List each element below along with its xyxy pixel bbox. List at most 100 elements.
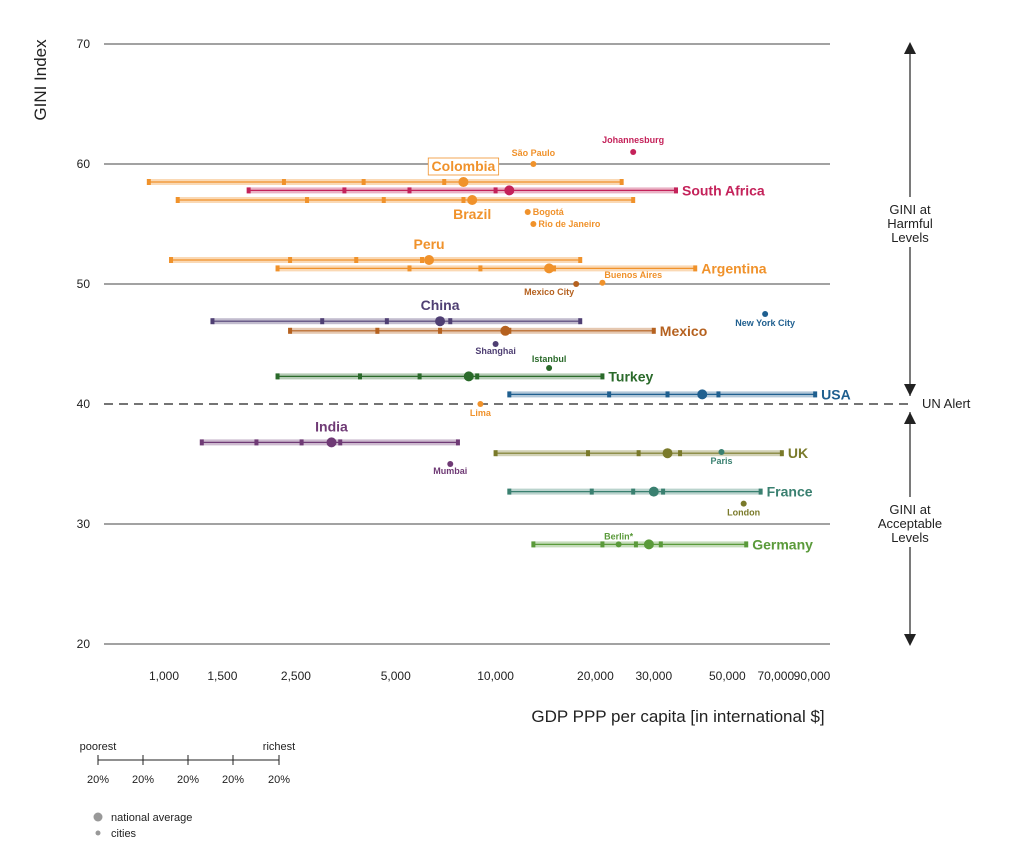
argentina-quintile-2 bbox=[407, 265, 412, 272]
new-york-city-label: New York City bbox=[735, 318, 795, 328]
london-label: London bbox=[727, 508, 760, 518]
turkey-quintile-1 bbox=[275, 373, 280, 380]
bogot-marker bbox=[524, 209, 531, 215]
x-tick-90000: 90,000 bbox=[794, 669, 831, 683]
usa-quintile-5 bbox=[813, 391, 818, 398]
brazil-quintile-4 bbox=[461, 197, 466, 203]
colombia-quintile-4 bbox=[442, 179, 447, 185]
usa-quintile-1 bbox=[507, 391, 512, 398]
brazil-quintile-2 bbox=[305, 197, 310, 203]
x-tick-10000: 10,000 bbox=[477, 669, 514, 683]
usa-national-average bbox=[697, 389, 708, 400]
x-axis-title: GDP PPP per capita [in international $] bbox=[531, 707, 824, 726]
uk-quintile-4 bbox=[678, 450, 683, 457]
city-s-o-paulo: São Paulo bbox=[512, 148, 556, 167]
colombia-quintile-3 bbox=[361, 179, 366, 185]
un-alert-line: UN Alert bbox=[104, 396, 971, 411]
france-quintile-5 bbox=[758, 488, 763, 495]
rio-de-janeiro-marker bbox=[530, 221, 537, 227]
legend-cities-label: cities bbox=[111, 828, 137, 840]
germany-quintile-1 bbox=[531, 541, 536, 548]
usa-quintile-3 bbox=[665, 391, 670, 398]
south-africa-quintile-2 bbox=[342, 187, 347, 194]
istanbul-marker bbox=[546, 365, 553, 371]
berlin-marker bbox=[615, 541, 622, 548]
side-arrowhead-up-2 bbox=[904, 412, 916, 424]
colombia-quintile-2 bbox=[281, 179, 286, 185]
usa-label: USA bbox=[821, 386, 851, 402]
mexico-quintile-5 bbox=[651, 327, 656, 334]
legend-quintile-3: 20% bbox=[177, 774, 199, 786]
country-brazil: Brazil bbox=[175, 195, 636, 222]
mumbai-marker bbox=[447, 461, 454, 467]
mumbai-label: Mumbai bbox=[433, 466, 467, 476]
istanbul-label: Istanbul bbox=[532, 354, 567, 364]
india-label: India bbox=[315, 418, 348, 434]
brazil-quintile-5 bbox=[631, 197, 636, 203]
uk-quintile-1 bbox=[493, 450, 498, 457]
city-london: London bbox=[727, 500, 760, 518]
side-annotations: GINI at Harmful Levels GINI at Acceptable Lev… bbox=[878, 42, 942, 646]
un-alert-label: UN Alert bbox=[922, 396, 971, 411]
turkey-quintile-5 bbox=[600, 373, 605, 380]
turkey-label: Turkey bbox=[608, 368, 653, 384]
x-tick-2500: 2,500 bbox=[281, 669, 311, 683]
peru-quintile-1 bbox=[169, 257, 174, 263]
y-tick-labels: 20 30 40 50 60 70 bbox=[77, 37, 91, 651]
argentina-quintile-1 bbox=[275, 265, 280, 272]
france-quintile-1 bbox=[507, 488, 512, 495]
colombia-quintile-1 bbox=[146, 179, 151, 185]
side-annotation-text-2: GINI at Acceptable Levels bbox=[878, 502, 942, 545]
x-tick-30000: 30,000 bbox=[635, 669, 672, 683]
s-o-paulo-label: São Paulo bbox=[512, 148, 556, 158]
argentina-quintile-3 bbox=[478, 265, 483, 272]
side-annotation-2: GINI at Acceptable Levels bbox=[878, 412, 942, 646]
china-national-average bbox=[435, 316, 446, 327]
y-tick-70: 70 bbox=[77, 37, 91, 51]
turkey-quintile-3 bbox=[417, 373, 422, 380]
uk-quintile-3 bbox=[636, 450, 641, 457]
turkey-national-average bbox=[463, 371, 474, 382]
argentina-national-average bbox=[544, 263, 555, 274]
side-annotation-1: GINI at Harmful Levels bbox=[887, 42, 933, 396]
x-tick-labels: 1,000 1,500 2,500 5,000 10,000 20,000 30,000 50… bbox=[149, 669, 831, 683]
x-tick-1000: 1,000 bbox=[149, 669, 179, 683]
country-quintile-bars: Colombia South Africa Brazil Peru Argentina C… bbox=[146, 157, 851, 552]
germany-national-average bbox=[643, 539, 654, 550]
city-istanbul: Istanbul bbox=[532, 354, 567, 371]
y-tick-50: 50 bbox=[77, 277, 91, 291]
city-points: Johannesburg São Paulo Bogotá Rio de Janeir… bbox=[433, 135, 795, 548]
lima-marker bbox=[477, 401, 484, 407]
buenos-aires-label: Buenos Aires bbox=[604, 270, 662, 280]
india-quintile-2 bbox=[254, 439, 259, 446]
city-mexico-city: Mexico City bbox=[524, 281, 580, 297]
france-quintile-2 bbox=[589, 488, 594, 495]
country-turkey: Turkey bbox=[275, 368, 654, 384]
india-national-average bbox=[326, 437, 337, 448]
mexico-quintile-1 bbox=[288, 327, 293, 334]
china-label: China bbox=[421, 297, 460, 313]
south-africa-quintile-4 bbox=[493, 187, 498, 194]
city-berlin: Berlin* bbox=[604, 531, 634, 548]
johannesburg-label: Johannesburg bbox=[602, 135, 664, 145]
country-china: China bbox=[210, 297, 583, 327]
uk-quintile-2 bbox=[586, 450, 591, 457]
legend-quintile-labels: 20% 20% 20% 20% 20% bbox=[87, 774, 290, 786]
brazil-label: Brazil bbox=[453, 206, 491, 222]
city-mumbai: Mumbai bbox=[433, 461, 467, 476]
china-quintile-1 bbox=[210, 318, 215, 325]
colombia-quintile-5 bbox=[619, 179, 624, 185]
peru-label: Peru bbox=[413, 236, 444, 252]
south-africa-national-average bbox=[504, 185, 515, 196]
country-south-africa: South Africa bbox=[246, 182, 765, 198]
germany-label: Germany bbox=[752, 536, 813, 552]
legend-quintile-4: 20% bbox=[222, 774, 244, 786]
mexico-city-label: Mexico City bbox=[524, 287, 574, 297]
london-marker bbox=[740, 500, 747, 507]
country-mexico: Mexico bbox=[288, 323, 707, 339]
city-paris: Paris bbox=[710, 449, 732, 466]
legend-cities-marker bbox=[95, 830, 101, 836]
y-tick-60: 60 bbox=[77, 157, 91, 171]
y-tick-40: 40 bbox=[77, 397, 91, 411]
uk-quintile-5 bbox=[779, 450, 784, 457]
